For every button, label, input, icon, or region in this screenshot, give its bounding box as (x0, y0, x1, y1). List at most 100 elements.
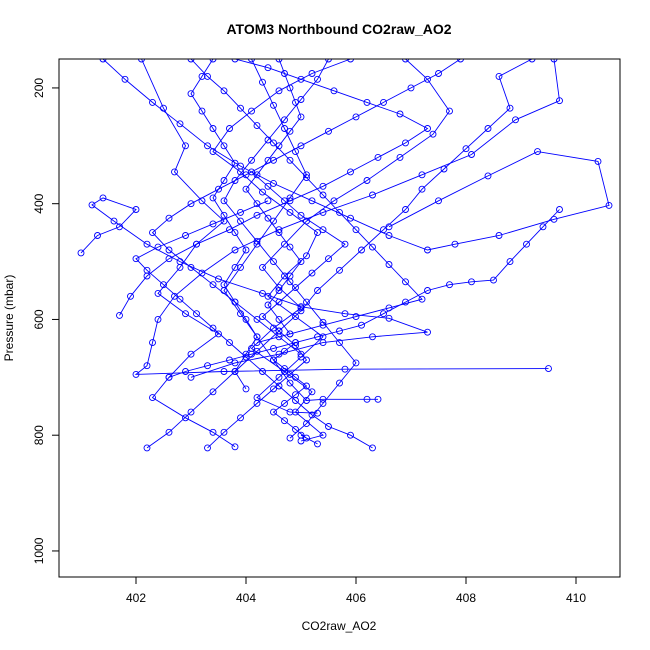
data-point (396, 110, 404, 118)
data-point (341, 365, 349, 373)
data-point (94, 232, 101, 239)
data-point (336, 208, 343, 216)
data-point (270, 385, 277, 393)
data-point (231, 263, 239, 271)
data-point (490, 276, 497, 284)
data-point (594, 157, 602, 165)
data-point (116, 223, 123, 231)
data-point (396, 153, 404, 161)
data-point (545, 365, 552, 373)
data-point (165, 214, 173, 222)
data-point (446, 281, 453, 289)
data-point (468, 278, 475, 286)
data-point (209, 125, 217, 132)
series-17 (270, 339, 321, 448)
data-point (292, 339, 299, 347)
data-point (209, 59, 217, 63)
data-point (275, 315, 283, 323)
data-point (187, 90, 195, 98)
data-point (363, 395, 371, 403)
data-point (528, 59, 536, 63)
x-tick-label: 404 (236, 591, 256, 605)
data-point (132, 255, 140, 263)
data-point (314, 75, 321, 83)
data-point (319, 226, 327, 234)
data-point (275, 142, 283, 150)
data-point (231, 443, 239, 451)
data-point (110, 217, 118, 225)
series-line (207, 171, 346, 449)
data-point (132, 206, 140, 213)
data-point (220, 87, 228, 95)
data-point (303, 356, 310, 364)
data-point (297, 431, 305, 439)
data-point (209, 194, 217, 202)
data-point (286, 194, 294, 202)
data-point (495, 232, 503, 239)
data-point (231, 159, 239, 167)
data-point (303, 434, 310, 442)
data-point (319, 431, 327, 439)
data-point (253, 200, 261, 208)
data-point (369, 243, 376, 251)
data-point (253, 333, 261, 341)
data-point (231, 359, 239, 367)
data-point (286, 84, 294, 92)
data-point (237, 263, 244, 271)
data-point (319, 321, 327, 329)
data-point (556, 206, 563, 213)
data-point (259, 289, 266, 297)
data-point (292, 284, 299, 292)
data-point (209, 281, 217, 289)
data-point (237, 104, 244, 112)
series-line (141, 59, 236, 448)
series-line (102, 59, 610, 251)
data-point (220, 281, 228, 289)
data-point (215, 330, 222, 338)
data-point (182, 368, 189, 375)
data-point (380, 98, 387, 106)
data-point (253, 399, 261, 407)
y-tick-label: 600 (32, 309, 46, 329)
data-point (143, 240, 151, 248)
series-15 (165, 206, 563, 381)
data-point (248, 168, 255, 176)
series-line (168, 209, 560, 378)
data-point (550, 215, 558, 223)
data-point (99, 59, 107, 63)
data-point (435, 70, 442, 77)
data-point (220, 177, 228, 184)
data-point (292, 98, 299, 106)
data-point (385, 314, 393, 322)
series-line (250, 59, 451, 442)
data-point (495, 72, 503, 80)
data-point (275, 350, 283, 358)
data-point (429, 130, 437, 138)
data-point (374, 153, 382, 161)
series-10 (132, 197, 376, 452)
data-point (270, 324, 277, 332)
data-point (143, 444, 151, 452)
data-point (237, 208, 244, 216)
data-point (231, 59, 239, 63)
data-point (275, 298, 283, 306)
data-point (242, 385, 250, 393)
data-point (358, 321, 365, 329)
data-point (314, 229, 321, 237)
data-point (281, 347, 288, 355)
data-point (402, 278, 409, 286)
series-8 (143, 59, 536, 452)
data-point (281, 272, 288, 280)
data-point (446, 107, 453, 115)
data-point (171, 292, 178, 300)
data-point (605, 201, 613, 209)
data-point (187, 59, 195, 63)
series-18 (187, 59, 261, 393)
series-line (223, 59, 378, 401)
data-point (121, 75, 129, 83)
data-point (330, 197, 338, 205)
data-point (204, 72, 211, 80)
data-point (220, 428, 228, 436)
data-point (116, 311, 123, 319)
data-point (154, 243, 162, 251)
